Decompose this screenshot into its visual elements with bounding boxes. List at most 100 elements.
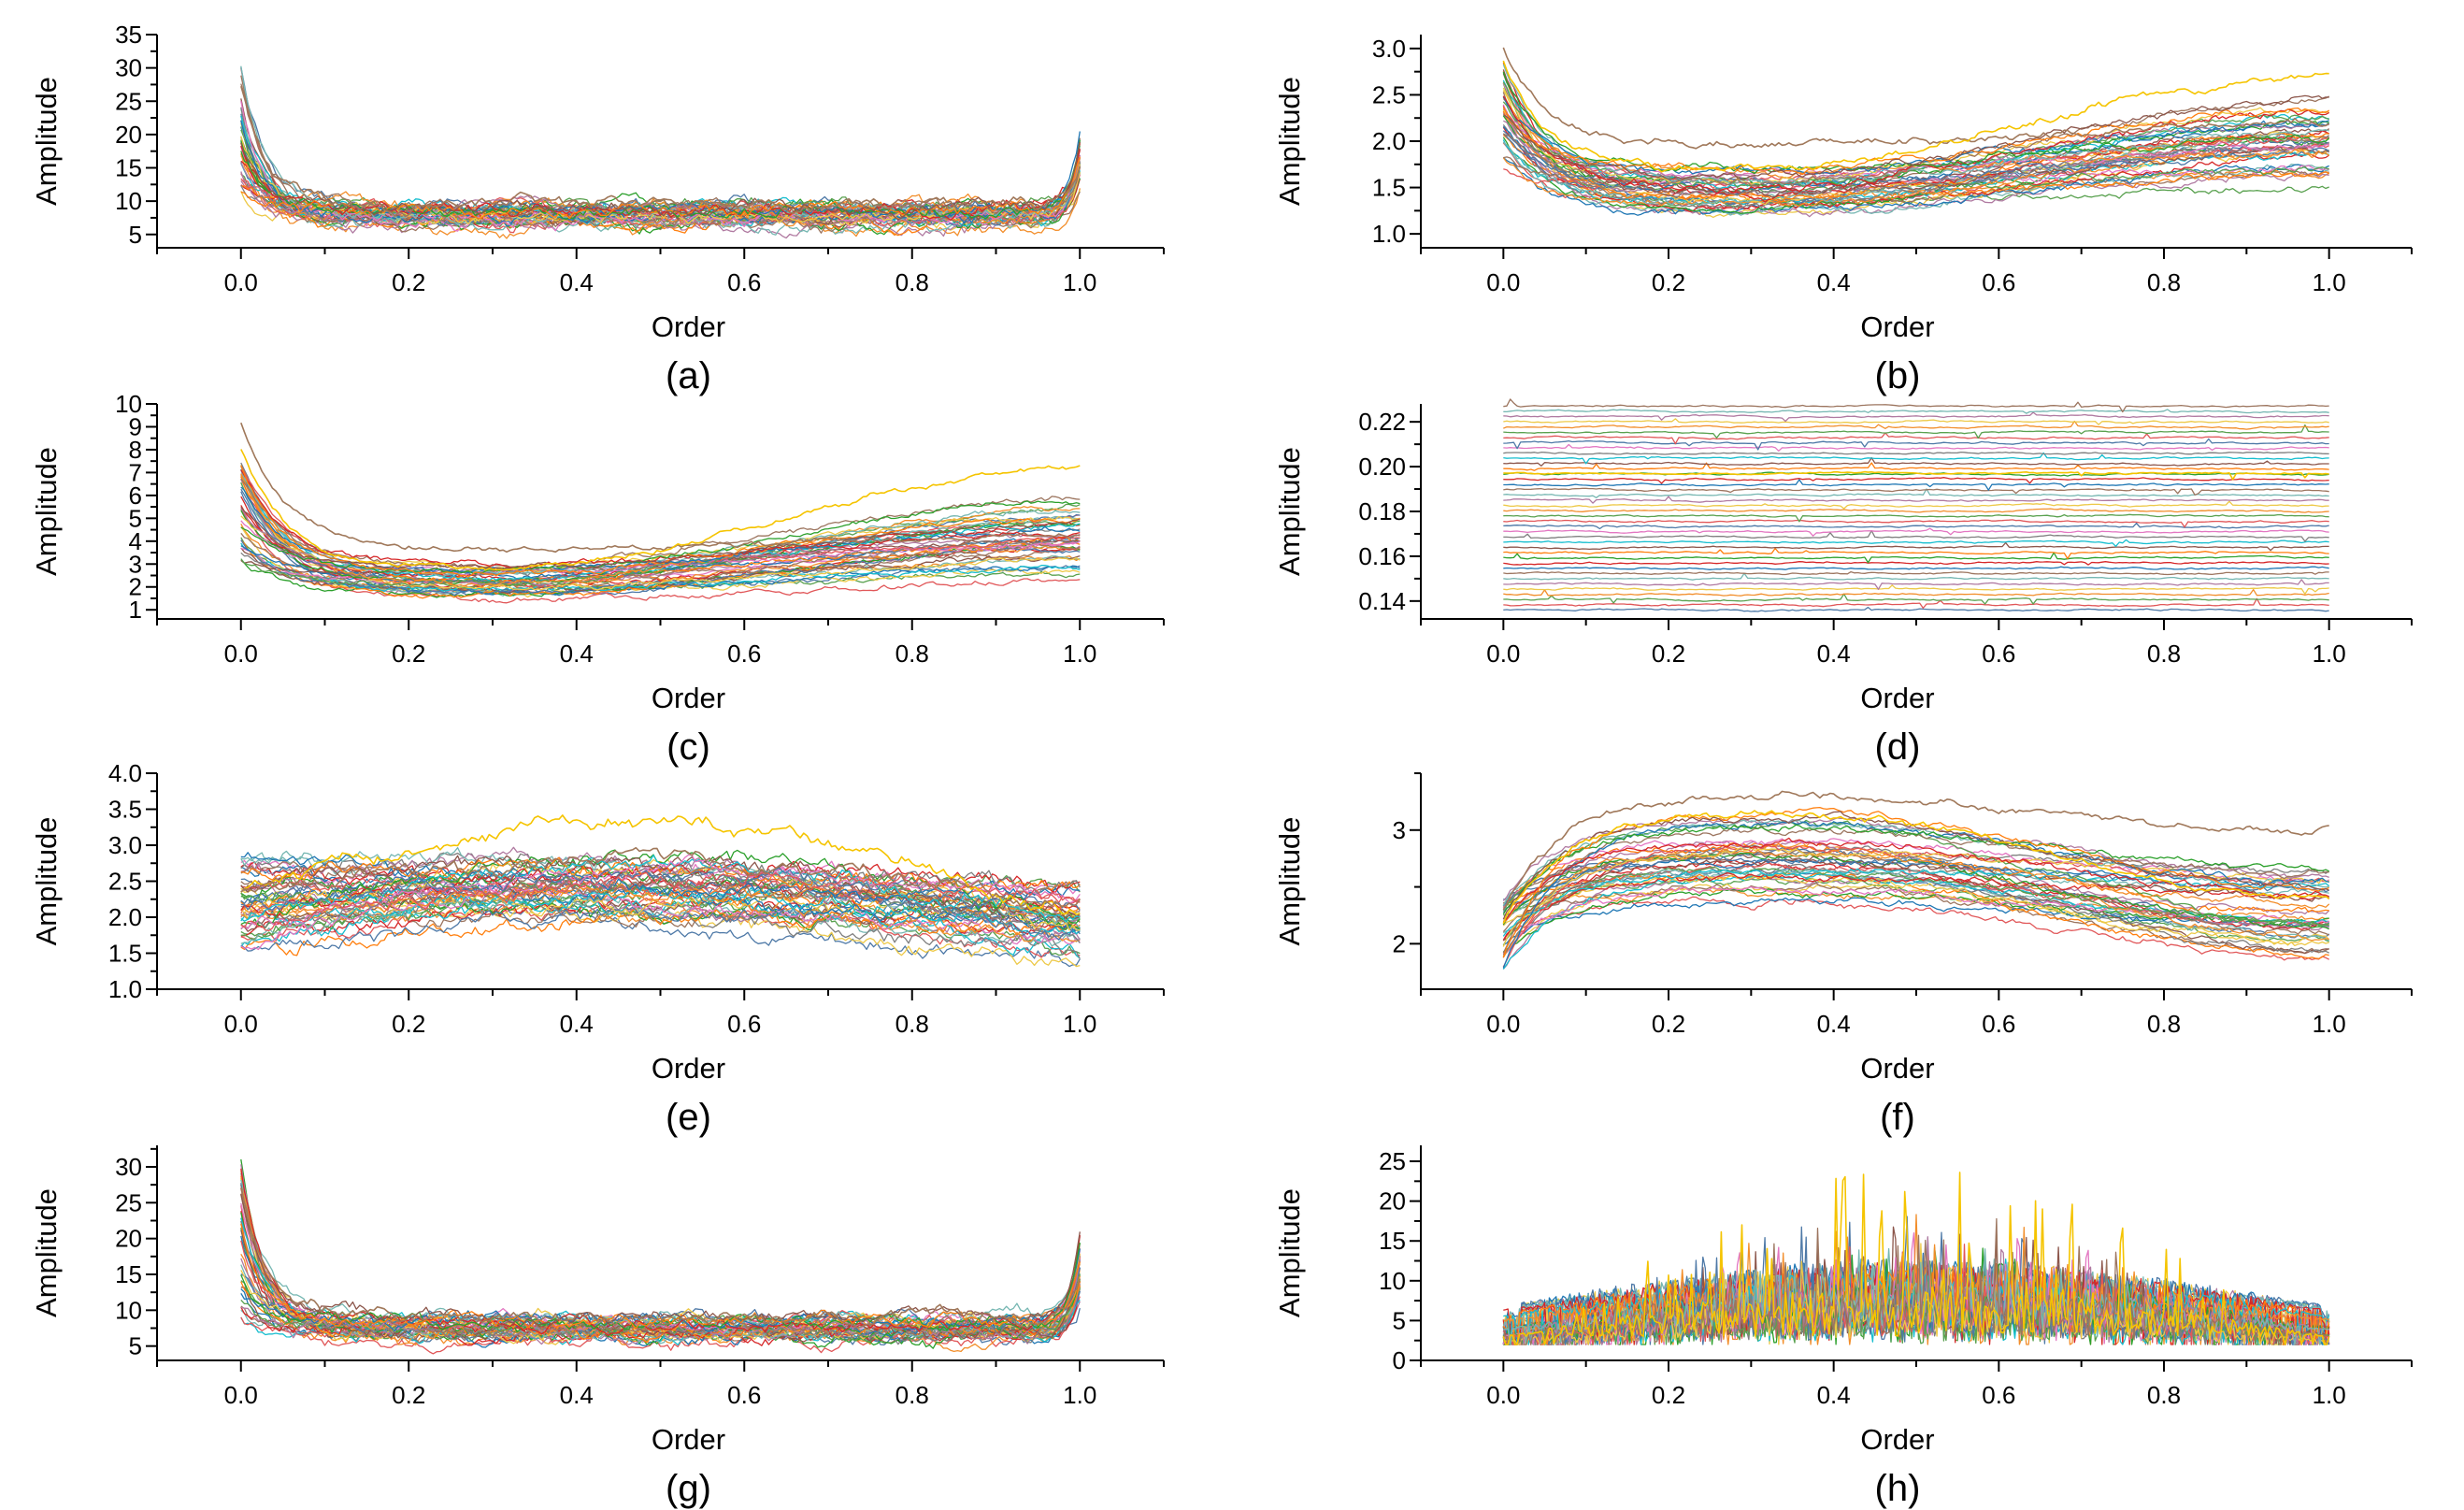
x-tick-label: 1.0 bbox=[2313, 1381, 2346, 1409]
x-tick-label: 0.2 bbox=[392, 640, 425, 668]
series-line bbox=[1502, 819, 2329, 927]
x-tick-label: 0.8 bbox=[2147, 1010, 2181, 1038]
series-line bbox=[1503, 561, 2329, 566]
y-tick-label: 25 bbox=[1379, 1147, 1406, 1175]
series-group bbox=[240, 814, 1081, 968]
series-line bbox=[1502, 810, 2330, 925]
x-axis-title: Order bbox=[652, 310, 725, 343]
y-tick-label: 1.0 bbox=[108, 975, 142, 1003]
y-tick-label: 2 bbox=[129, 573, 142, 601]
series-line bbox=[1502, 883, 2329, 955]
series-line bbox=[1502, 873, 2329, 970]
x-tick-label: 1.0 bbox=[1063, 640, 1096, 668]
y-tick-label: 2.0 bbox=[1372, 127, 1406, 155]
y-axis-title: Amplitude bbox=[30, 817, 63, 946]
series-line bbox=[240, 906, 1081, 956]
x-tick-label: 0.4 bbox=[1817, 640, 1851, 668]
x-tick-label: 0.2 bbox=[1652, 268, 1685, 296]
series-line bbox=[240, 1179, 1081, 1328]
series-line bbox=[240, 83, 1081, 217]
x-tick-label: 0.2 bbox=[392, 268, 425, 296]
x-tick-label: 0.6 bbox=[1982, 268, 2015, 296]
y-tick-label: 7 bbox=[129, 458, 142, 486]
series-line bbox=[1503, 438, 2329, 451]
series-line bbox=[240, 852, 1081, 902]
series-line bbox=[1502, 47, 2330, 150]
series-line bbox=[1503, 496, 2329, 504]
y-tick-label: 30 bbox=[115, 1153, 142, 1181]
y-axis-title: Amplitude bbox=[1273, 817, 1306, 946]
x-axis-title: Order bbox=[652, 1052, 725, 1085]
series-line bbox=[240, 891, 1081, 959]
x-tick-label: 0.4 bbox=[560, 268, 594, 296]
series-line bbox=[240, 864, 1081, 930]
y-tick-label: 0.20 bbox=[1358, 453, 1406, 481]
x-tick-label: 0.8 bbox=[895, 1381, 929, 1409]
y-tick-label: 0.14 bbox=[1358, 587, 1406, 615]
series-line bbox=[1502, 896, 2329, 961]
y-tick-label: 3.0 bbox=[1372, 35, 1406, 63]
series-line bbox=[240, 474, 1081, 588]
y-tick-label: 0 bbox=[1393, 1346, 1406, 1374]
series-line bbox=[240, 852, 1081, 944]
series-group bbox=[1502, 790, 2330, 970]
series-line bbox=[1502, 110, 2329, 203]
series-line bbox=[1503, 597, 2329, 610]
series-line bbox=[240, 864, 1081, 933]
series-line bbox=[1503, 424, 2329, 439]
x-tick-label: 1.0 bbox=[1063, 268, 1096, 296]
panel-label: (g) bbox=[666, 1468, 711, 1509]
series-line bbox=[240, 814, 1081, 915]
y-tick-label: 3 bbox=[129, 550, 142, 578]
series-line bbox=[1503, 508, 2329, 513]
y-tick-label: 5 bbox=[129, 504, 142, 532]
series-line bbox=[240, 1175, 1081, 1336]
series-line bbox=[1503, 606, 2329, 612]
x-tick-label: 0.4 bbox=[560, 640, 594, 668]
series-line bbox=[1502, 134, 2329, 202]
series-line bbox=[240, 856, 1081, 891]
y-tick-label: 2.5 bbox=[1372, 80, 1406, 108]
series-line bbox=[1502, 71, 2330, 175]
x-tick-label: 0.8 bbox=[895, 640, 929, 668]
series-line bbox=[1503, 572, 2329, 581]
y-tick-label: 5 bbox=[129, 221, 142, 249]
series-line bbox=[1502, 1244, 2329, 1345]
series-line bbox=[1503, 411, 2329, 423]
panel-label: (d) bbox=[1875, 726, 1921, 768]
y-tick-label: 15 bbox=[115, 154, 142, 182]
y-tick-label: 1 bbox=[129, 596, 142, 624]
series-line bbox=[1502, 846, 2329, 947]
y-tick-label: 4.0 bbox=[108, 759, 142, 787]
y-tick-label: 1.5 bbox=[108, 940, 142, 968]
series-line bbox=[1503, 539, 2329, 547]
series-line bbox=[1502, 821, 2329, 969]
series-line bbox=[1503, 477, 2329, 484]
series-line bbox=[240, 1253, 1081, 1330]
y-tick-label: 10 bbox=[115, 1296, 142, 1324]
y-axis-title: Amplitude bbox=[1273, 1188, 1306, 1317]
series-line bbox=[240, 75, 1081, 230]
series-line bbox=[1503, 872, 2329, 959]
series-line bbox=[240, 897, 1081, 958]
series-line bbox=[240, 500, 1081, 575]
y-axis-title: Amplitude bbox=[30, 447, 63, 576]
x-tick-label: 0.8 bbox=[2147, 268, 2181, 296]
series-line bbox=[1502, 122, 2330, 196]
y-tick-label: 20 bbox=[115, 1225, 142, 1253]
y-tick-label: 15 bbox=[115, 1260, 142, 1288]
series-group bbox=[1502, 47, 2330, 219]
x-tick-label: 0.8 bbox=[895, 268, 929, 296]
y-tick-label: 9 bbox=[129, 412, 142, 440]
series-line bbox=[240, 1187, 1082, 1330]
x-tick-label: 0.6 bbox=[727, 640, 761, 668]
series-line bbox=[240, 846, 1081, 908]
x-tick-label: 0.0 bbox=[1486, 1010, 1520, 1038]
x-tick-label: 1.0 bbox=[2313, 640, 2346, 668]
panel-label: (a) bbox=[666, 355, 711, 396]
series-line bbox=[1503, 593, 2329, 605]
panel-label: (f) bbox=[1880, 1097, 1915, 1138]
y-tick-label: 4 bbox=[129, 527, 142, 555]
series-line bbox=[1503, 479, 2329, 491]
series-line bbox=[1503, 135, 2329, 187]
